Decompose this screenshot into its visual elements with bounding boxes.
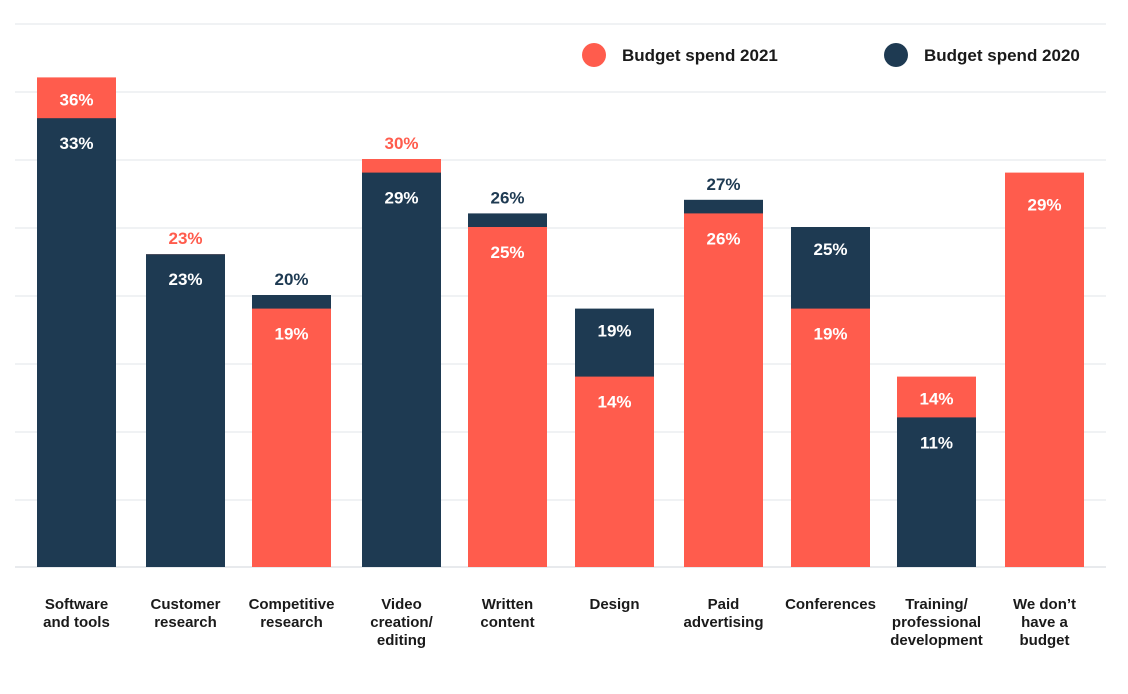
value-label-2021: 14%	[919, 390, 953, 409]
value-label-2021: 30%	[384, 134, 418, 153]
value-label-2020: 29%	[384, 189, 418, 208]
value-label-2020: 19%	[597, 322, 631, 341]
bar-group	[1005, 172, 1084, 567]
value-label-2021: 36%	[59, 90, 93, 109]
category-label: Conferences	[785, 596, 876, 613]
value-label-2021: 29%	[1027, 196, 1061, 215]
value-label-2021: 14%	[597, 393, 631, 412]
category-label: Software and tools	[43, 596, 110, 631]
bar-2020	[37, 118, 116, 567]
bar-2021	[684, 213, 763, 567]
bar-2020	[897, 417, 976, 567]
bar-2021	[575, 376, 654, 567]
legend-label-2021: Budget spend 2021	[622, 46, 778, 65]
value-label-2021: 26%	[706, 229, 740, 248]
bar-2021	[468, 227, 547, 567]
value-label-2021: 19%	[813, 325, 847, 344]
value-labels: 36% 33% 23% 23% 20% 19% 30% 29% 26% 25% 19% 14% 27% 2…	[59, 90, 1061, 452]
legend-swatch-2020	[884, 43, 908, 67]
category-label: Paid advertising	[683, 596, 763, 631]
bar-group	[684, 199, 763, 568]
bar-2021	[1005, 172, 1084, 567]
bar-group	[252, 295, 331, 567]
value-label-2021: 25%	[490, 243, 524, 262]
bar-group	[791, 227, 870, 567]
value-label-2020: 20%	[274, 270, 308, 289]
bar-group	[575, 308, 654, 567]
category-label: Video creation/editing	[370, 596, 433, 649]
category-labels: Software and tools Customer research Competi…	[43, 596, 1076, 649]
bar-group	[146, 254, 225, 567]
value-label-2020: 27%	[706, 175, 740, 194]
category-label: Written content	[480, 596, 534, 631]
value-label-2020: 23%	[168, 270, 202, 289]
value-label-2021: 19%	[274, 325, 308, 344]
bar-group	[897, 376, 976, 567]
bars	[37, 77, 1084, 568]
value-label-2020: 26%	[490, 188, 524, 207]
value-label-2021: 23%	[168, 229, 202, 248]
legend-label-2020: Budget spend 2020	[924, 46, 1080, 65]
bar-2021	[791, 308, 870, 567]
value-label-2020: 25%	[813, 240, 847, 259]
value-label-2020: 33%	[59, 134, 93, 153]
legend: Budget spend 2021 Budget spend 2020	[582, 43, 1080, 67]
category-label: Customer research	[150, 596, 220, 631]
category-label: We don’t have a budget	[1013, 596, 1076, 649]
bar-group	[37, 77, 116, 568]
bar-2020	[362, 172, 441, 567]
category-label: Design	[589, 596, 639, 613]
value-label-2020: 11%	[920, 433, 953, 452]
category-label: Training/professional development	[890, 596, 983, 649]
bar-2021	[252, 308, 331, 567]
legend-swatch-2021	[582, 43, 606, 67]
bar-group	[362, 159, 441, 567]
category-label: Competitive research	[249, 596, 335, 631]
bar-2020	[146, 254, 225, 567]
bar-group	[468, 213, 547, 567]
